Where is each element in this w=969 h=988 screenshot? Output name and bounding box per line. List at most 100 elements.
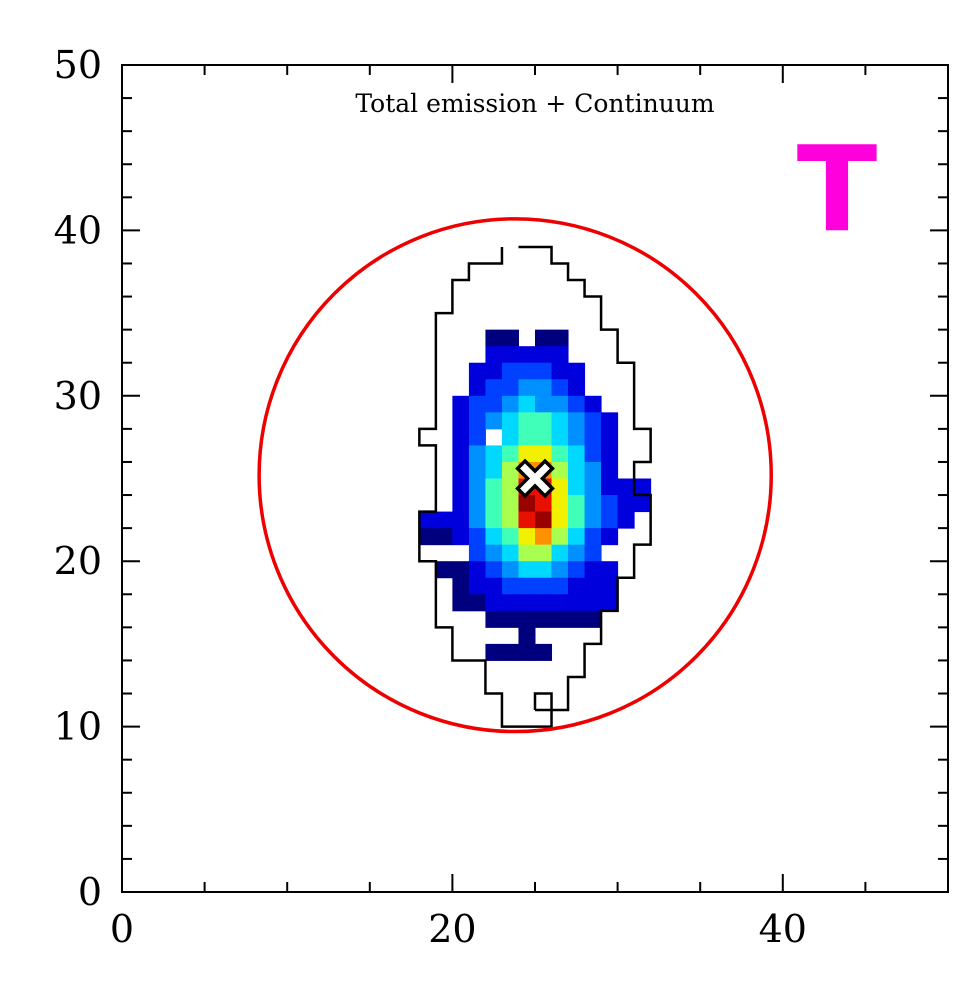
cell [518, 644, 535, 661]
cell [601, 578, 618, 595]
cell [568, 379, 585, 396]
y-tick-label: 0 [78, 870, 102, 914]
cell [419, 512, 436, 529]
cell [452, 445, 469, 462]
cell [469, 363, 486, 380]
cell [502, 346, 519, 363]
cell [535, 561, 552, 578]
chart-title: Total emission + Continuum [355, 89, 714, 118]
cell [469, 429, 486, 446]
y-tick-label: 10 [54, 705, 102, 749]
cell [535, 412, 552, 429]
cell [452, 561, 469, 578]
cell [601, 495, 618, 512]
cell [518, 561, 535, 578]
cell [485, 346, 502, 363]
cell [585, 561, 602, 578]
cell [568, 545, 585, 562]
cell [518, 363, 535, 380]
cell [452, 412, 469, 429]
contour [535, 694, 552, 711]
cell [469, 445, 486, 462]
x-tick-label: 20 [428, 907, 476, 951]
cell [469, 594, 486, 611]
cell [436, 512, 453, 529]
cell [469, 561, 486, 578]
cell [452, 594, 469, 611]
cell [568, 561, 585, 578]
cell [585, 578, 602, 595]
cell [618, 495, 635, 512]
cell [518, 578, 535, 595]
cell [518, 512, 535, 529]
cell [502, 528, 519, 545]
cell [469, 495, 486, 512]
cell [502, 412, 519, 429]
cell [601, 594, 618, 611]
cell [452, 479, 469, 496]
cell [585, 462, 602, 479]
cell [485, 512, 502, 529]
cell [485, 396, 502, 413]
y-tick-label: 30 [54, 374, 102, 418]
cell [634, 479, 651, 496]
cell [452, 462, 469, 479]
cell [585, 396, 602, 413]
cell [585, 412, 602, 429]
cell [502, 611, 519, 628]
cell [518, 396, 535, 413]
cell [469, 412, 486, 429]
cell [568, 363, 585, 380]
cell [452, 578, 469, 595]
cell [535, 512, 552, 529]
cell [469, 462, 486, 479]
cell [518, 346, 535, 363]
y-tick-label: 50 [54, 43, 102, 87]
cell [502, 379, 519, 396]
cell [485, 495, 502, 512]
cell [452, 528, 469, 545]
chart: Total emission + Continuum T 02040010203… [0, 0, 969, 983]
cell [452, 495, 469, 512]
cell [585, 495, 602, 512]
cell [552, 479, 569, 496]
cell [601, 462, 618, 479]
cell [469, 512, 486, 529]
cell [502, 429, 519, 446]
cell [552, 528, 569, 545]
cell [552, 412, 569, 429]
cell [601, 429, 618, 446]
cell [469, 545, 486, 562]
cell [502, 644, 519, 661]
cell [485, 561, 502, 578]
cell [535, 578, 552, 595]
cell [518, 445, 535, 462]
cell [502, 578, 519, 595]
cell [585, 445, 602, 462]
cell [535, 396, 552, 413]
cell [502, 462, 519, 479]
cell [518, 594, 535, 611]
cell [469, 379, 486, 396]
cell [585, 429, 602, 446]
cell [502, 545, 519, 562]
cell [585, 611, 602, 628]
cell [585, 528, 602, 545]
cell [601, 561, 618, 578]
cell [634, 495, 651, 512]
x-tick-label: 40 [759, 907, 807, 951]
cell [535, 330, 552, 347]
cell [552, 611, 569, 628]
cell [485, 479, 502, 496]
cell [552, 545, 569, 562]
cell [518, 379, 535, 396]
cell [552, 363, 569, 380]
cell [518, 429, 535, 446]
cell [568, 578, 585, 595]
cell [552, 495, 569, 512]
cell [568, 528, 585, 545]
cell [535, 644, 552, 661]
cell [419, 528, 436, 545]
cell [485, 528, 502, 545]
panel-tag: T [797, 120, 878, 258]
